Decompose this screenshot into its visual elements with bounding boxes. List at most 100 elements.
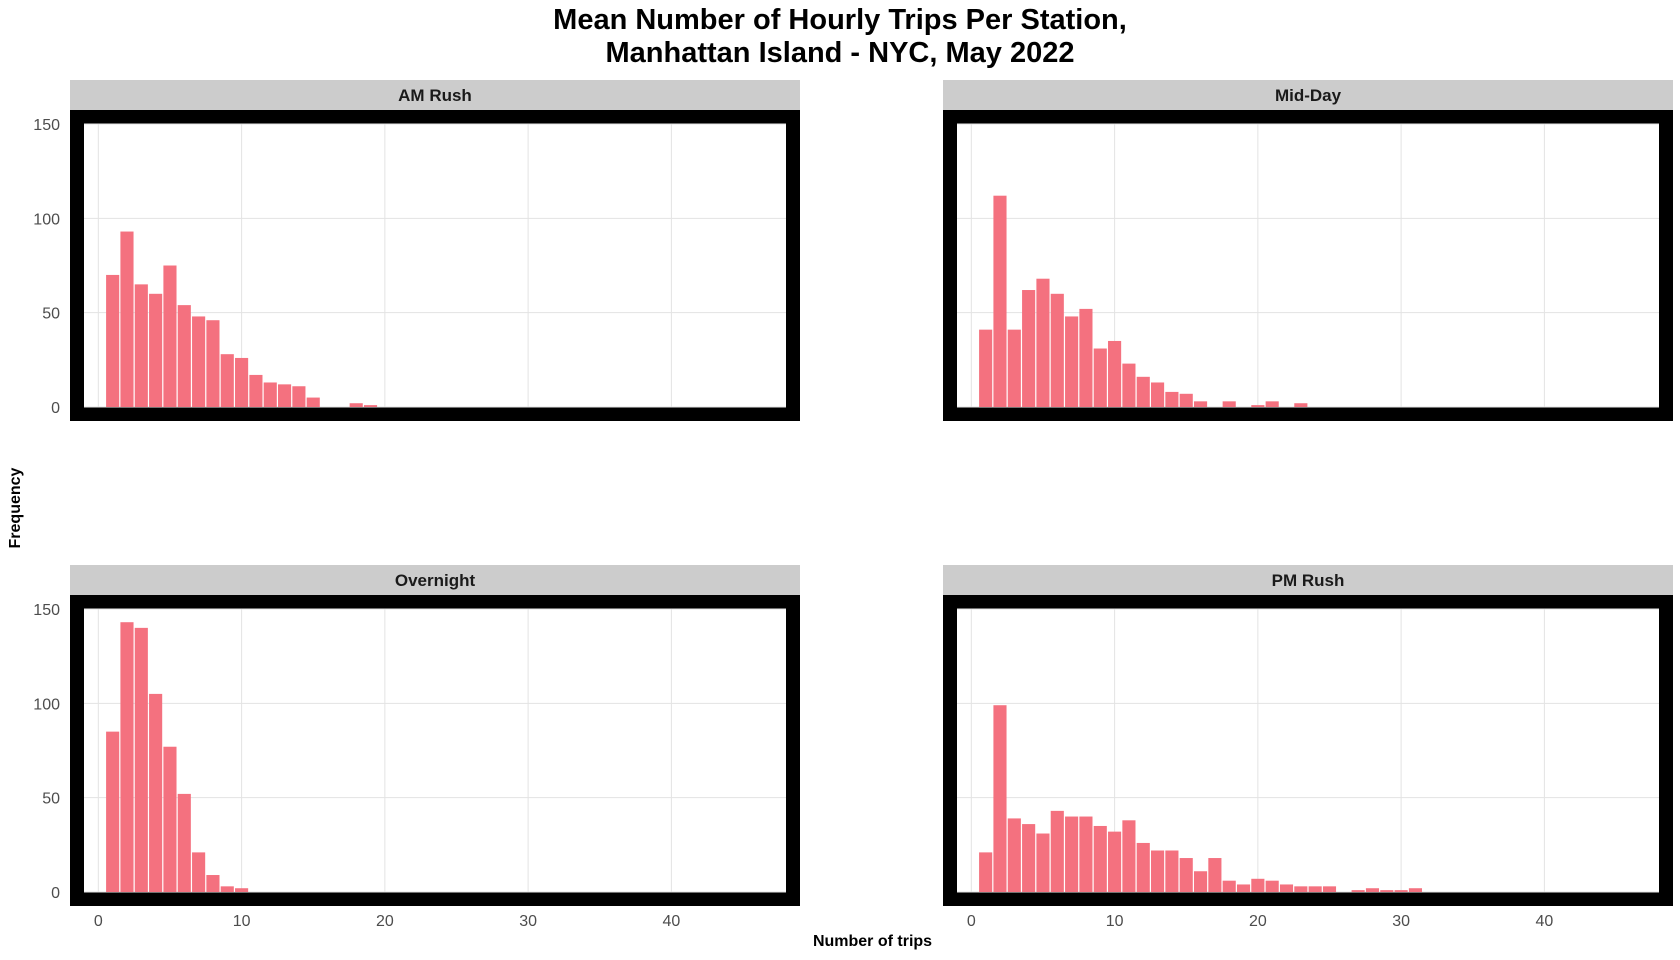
y-tick-label: 150 <box>33 117 60 134</box>
x-tick-label: 10 <box>1106 913 1124 930</box>
histogram-bar <box>1251 878 1265 892</box>
y-tick-label: 100 <box>33 696 60 713</box>
histogram-bar <box>1265 880 1279 892</box>
y-tick-label: 150 <box>33 602 60 619</box>
strip-background <box>943 565 1673 595</box>
histogram-bar <box>1093 348 1107 407</box>
histogram-bar <box>1265 401 1279 407</box>
histogram-bar <box>192 852 206 892</box>
x-tick-label: 30 <box>519 913 537 930</box>
y-tick-label: 50 <box>42 306 60 323</box>
y-axis-label: Frequency <box>7 467 24 549</box>
histogram-bar <box>263 382 277 407</box>
histogram-bar <box>1322 886 1337 892</box>
histogram-bar <box>1122 820 1136 892</box>
panel-am-rush: AM Rush 0 50 100 150 <box>33 80 800 421</box>
histogram-bar <box>1193 401 1208 407</box>
histogram-bar <box>1151 382 1165 407</box>
histogram-bar <box>1222 401 1236 407</box>
histogram-bar <box>1122 363 1136 407</box>
histogram-bar <box>206 875 220 892</box>
histogram-bar <box>1294 403 1308 407</box>
histogram-bar <box>306 397 320 407</box>
histogram-bar <box>1308 886 1322 892</box>
histogram-bar <box>1136 842 1150 892</box>
histogram-bar <box>1065 316 1079 407</box>
histogram-bar <box>134 627 148 892</box>
histogram-bar <box>1050 293 1064 407</box>
histogram-bar <box>349 403 363 407</box>
panel-pm-rush: PM Rush 0 10 20 30 40 <box>943 565 1673 930</box>
x-tick-label: 10 <box>233 913 251 930</box>
strip-label: Overnight <box>395 571 476 590</box>
panel-overnight: Overnight 0 50 100 150 0 10 20 30 40 <box>33 565 800 930</box>
histogram-bar <box>292 386 306 407</box>
histogram-bar <box>1108 831 1122 892</box>
histogram-bar <box>235 888 249 892</box>
histogram-bar <box>1050 810 1064 892</box>
y-tick-label: 0 <box>51 400 60 417</box>
histogram-bar <box>1007 329 1021 407</box>
x-tick-label: 0 <box>967 913 976 930</box>
histogram-bar <box>206 320 220 407</box>
histogram-bar <box>1108 340 1122 407</box>
strip-background <box>70 80 800 110</box>
histogram-bar <box>1079 816 1093 892</box>
histogram-bar <box>1136 376 1150 407</box>
histogram-bar <box>120 231 134 407</box>
x-tick-label: 20 <box>376 913 394 930</box>
histogram-bar <box>1007 818 1021 892</box>
x-tick-label: 40 <box>1535 913 1553 930</box>
strip-label: AM Rush <box>398 86 472 105</box>
histogram-bar <box>1036 278 1050 407</box>
histogram-bar <box>1193 871 1208 892</box>
x-tick-label: 40 <box>662 913 680 930</box>
histogram-bar <box>1365 888 1380 892</box>
strip-label: PM Rush <box>1272 571 1345 590</box>
histogram-bar <box>993 195 1007 407</box>
histogram-bar <box>1022 290 1036 407</box>
strip-background <box>70 565 800 595</box>
y-tick-label: 50 <box>42 791 60 808</box>
histogram-bar <box>1294 886 1308 892</box>
histogram-bar <box>1065 816 1079 892</box>
histogram-bar <box>1165 850 1179 892</box>
histogram-bar <box>979 329 993 407</box>
chart-title-line-2: Manhattan Island - NYC, May 2022 <box>605 37 1075 69</box>
histogram-bar <box>1351 890 1365 892</box>
histogram-bar <box>1079 308 1093 407</box>
histogram-bar <box>249 374 263 407</box>
histogram-bar <box>1279 884 1294 892</box>
histogram-bar <box>106 274 120 407</box>
histogram-bar <box>1408 888 1423 892</box>
histogram-bar <box>1093 825 1107 892</box>
y-tick-label: 0 <box>51 885 60 902</box>
strip-background <box>943 80 1673 110</box>
histogram-bar <box>220 354 234 407</box>
histogram-bar <box>149 293 163 407</box>
histogram-bar <box>192 316 206 407</box>
histogram-bar <box>1179 858 1193 892</box>
histogram-bar <box>1236 884 1251 892</box>
histogram-bar <box>1222 880 1236 892</box>
histogram-bar <box>106 731 120 892</box>
x-tick-label: 20 <box>1249 913 1267 930</box>
x-axis-label: Number of trips <box>812 933 933 950</box>
histogram-bar <box>278 384 292 407</box>
x-tick-label: 0 <box>94 913 103 930</box>
histogram-bar <box>1251 405 1265 407</box>
histogram-bar <box>363 405 378 407</box>
histogram-bar <box>1380 890 1394 892</box>
histogram-bar <box>1394 890 1408 892</box>
histogram-bar <box>149 693 163 892</box>
histogram-bar <box>1208 858 1222 892</box>
histogram-bar <box>220 886 234 892</box>
histogram-bar <box>163 265 177 407</box>
panel-mid-day: Mid-Day <box>943 80 1673 421</box>
histogram-bar <box>1022 824 1036 892</box>
x-tick-label: 30 <box>1392 913 1410 930</box>
y-tick-label: 100 <box>33 211 60 228</box>
histogram-bar <box>120 622 134 892</box>
histogram-bar <box>979 852 993 892</box>
